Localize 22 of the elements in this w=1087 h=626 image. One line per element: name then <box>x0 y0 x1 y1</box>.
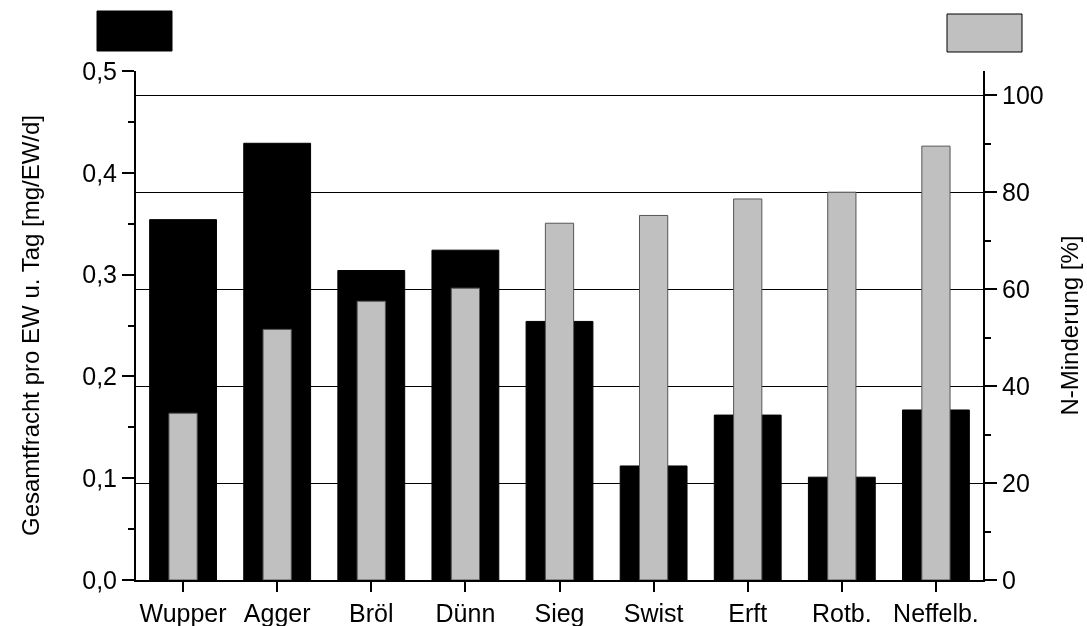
x-tick-label: Rotb. <box>811 599 872 626</box>
y2-tick-label: 80 <box>1002 177 1030 206</box>
bar <box>262 328 292 580</box>
x-tick-label: Bröl <box>349 599 394 626</box>
x-tick-label: Neffelb. <box>893 599 979 626</box>
y2-axis-title: N-Minderung [%] <box>1055 235 1083 416</box>
y-tick-label: 0,0 <box>82 565 117 594</box>
y2-tick-label: 40 <box>1002 371 1030 400</box>
x-tick-label: Swist <box>623 599 684 626</box>
y-tick-label: 0,4 <box>82 158 118 187</box>
y-tick-label: 0,1 <box>82 463 117 492</box>
y-tick-label: 0,5 <box>82 56 117 85</box>
x-tick-label: Dünn <box>435 599 496 626</box>
y2-tick-label: 20 <box>1002 468 1030 497</box>
y-tick-label: 0,3 <box>82 260 117 289</box>
y2-tick-label: 0 <box>1002 565 1016 594</box>
y-tick-label: 0,2 <box>82 362 117 391</box>
bar <box>168 412 198 580</box>
x-tick-label: Erft <box>728 599 768 626</box>
y2-tick-label: 60 <box>1002 274 1030 303</box>
y2-tick-label: 100 <box>1002 80 1044 109</box>
y-axis-title: Gesamtfracht pro EW u. Tag [mg/EW/d] <box>16 114 44 537</box>
